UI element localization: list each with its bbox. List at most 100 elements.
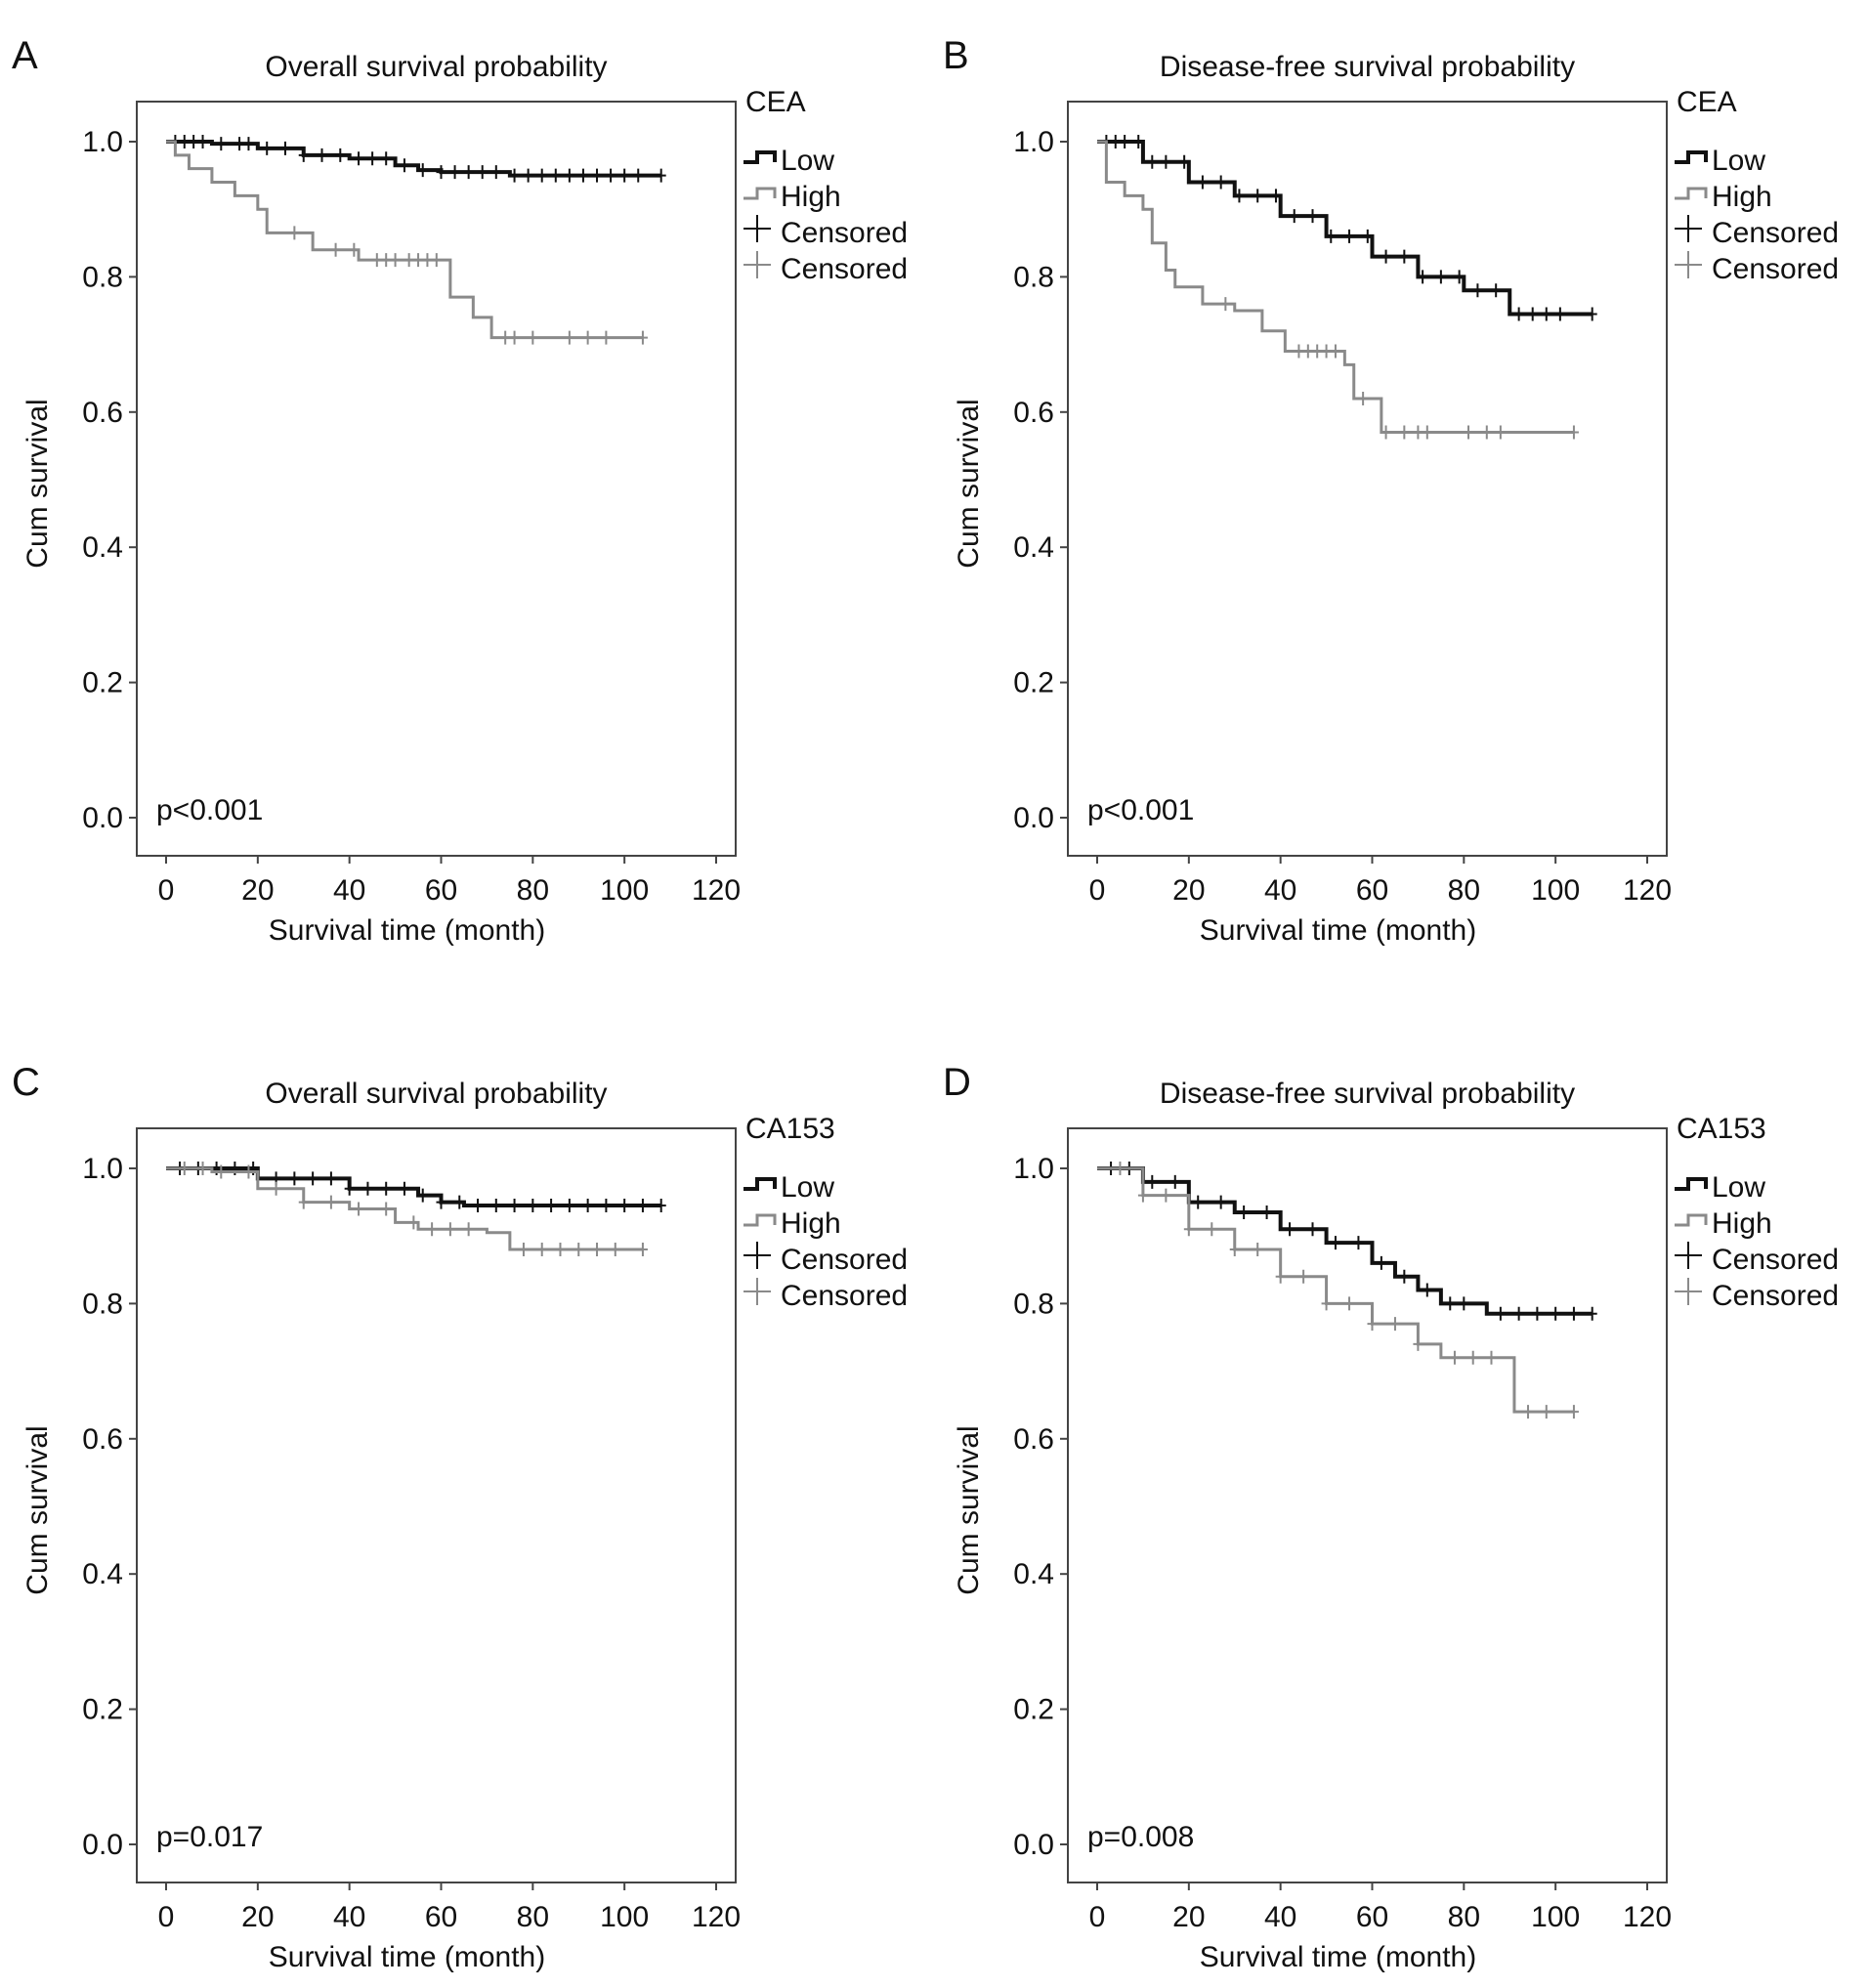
legend-step-icon — [743, 1177, 777, 1191]
x-tick-label: 0 — [1089, 1901, 1106, 1933]
y-axis-label: Cum survival — [21, 399, 54, 568]
legend-step-icon — [1675, 1213, 1708, 1227]
censor-mark-high — [1481, 425, 1492, 440]
y-tick-label: 1.0 — [82, 1153, 123, 1185]
censor-mark-low — [546, 1199, 557, 1213]
censor-mark-low — [1376, 1255, 1386, 1270]
censor-mark-low — [298, 148, 309, 162]
censor-mark-high — [179, 1162, 190, 1175]
x-tick-label: 80 — [1448, 1901, 1480, 1933]
x-tick-label: 60 — [425, 1901, 457, 1933]
x-tick-label: 80 — [517, 1901, 549, 1933]
legend-label-low: Low — [1712, 145, 1765, 177]
legend-label-high: High — [1712, 1207, 1772, 1240]
legend-step-icon — [1675, 1177, 1708, 1191]
censor-mark-low — [509, 1199, 520, 1213]
legend-step-icon — [743, 150, 777, 164]
censor-mark-low — [1330, 1236, 1340, 1250]
censor-mark-low — [1550, 1306, 1561, 1321]
legend-label-low: Low — [781, 1171, 834, 1204]
censor-mark-high — [404, 253, 414, 268]
censor-mark-low — [1422, 1283, 1432, 1297]
censor-mark-high — [289, 226, 300, 240]
censor-mark-low — [354, 151, 364, 166]
censor-mark-low — [417, 1188, 428, 1203]
censor-mark-high — [427, 1222, 438, 1237]
censor-mark-high — [637, 1243, 648, 1257]
censor-mark-low — [1147, 154, 1158, 169]
panel-c: C Overall survival probability 0.0 0.2 0.4 0.… — [12, 1061, 908, 1973]
censor-mark-high — [1568, 425, 1579, 440]
p-value: p=0.017 — [156, 1821, 263, 1853]
censor-mark-high — [1298, 1269, 1309, 1284]
y-tick-label: 0.2 — [82, 667, 123, 699]
censor-mark-high — [1422, 425, 1432, 440]
censor-mark-low — [1491, 283, 1502, 298]
censor-mark-high — [1183, 1222, 1194, 1237]
censor-mark-low — [1261, 1205, 1272, 1219]
y-tick-label: 0.4 — [1013, 1558, 1054, 1590]
censor-mark-low — [216, 137, 227, 151]
censor-mark-low — [1215, 175, 1226, 190]
censor-mark-high — [1344, 1296, 1355, 1311]
censor-mark-high — [1495, 425, 1506, 440]
censor-mark-low — [279, 141, 290, 155]
censor-mark-low — [1193, 1195, 1204, 1209]
y-tick-label: 0.6 — [82, 397, 123, 429]
x-tick-label: 20 — [241, 874, 274, 907]
censor-mark-low — [1270, 189, 1281, 203]
censor-mark-high — [1464, 425, 1474, 440]
censor-mark-low — [1307, 1222, 1318, 1237]
x-tick-label: 60 — [1356, 1901, 1388, 1933]
y-tick-label: 0.4 — [82, 1558, 123, 1590]
censor-mark-low — [1435, 270, 1446, 284]
censor-mark-low — [523, 168, 533, 183]
x-tick-label: 0 — [158, 874, 175, 907]
censor-mark-low — [656, 168, 666, 183]
plot-frame — [1067, 1127, 1668, 1883]
y-tick-label: 0.0 — [82, 802, 123, 834]
censor-mark-low — [490, 1199, 501, 1213]
x-tick-label: 20 — [1172, 1901, 1205, 1933]
plot-frame — [136, 1127, 737, 1883]
panel-d: D Disease-free survival probability 0.0 0.2… — [943, 1061, 1839, 1973]
y-tick-label: 0.0 — [82, 1829, 123, 1861]
censor-mark-high — [298, 1195, 309, 1209]
chart-title: Overall survival probability — [265, 1078, 607, 1110]
legend-title: CA153 — [745, 1113, 835, 1145]
legend-label-censored: Censored — [781, 1280, 908, 1312]
censor-mark-high — [1115, 1162, 1126, 1175]
curve-low — [1097, 140, 1593, 317]
censor-mark-high — [1486, 1350, 1497, 1365]
legend-step-icon — [1675, 187, 1708, 200]
censor-mark-low — [1454, 270, 1465, 284]
censor-mark-low — [1239, 1205, 1250, 1219]
censor-mark-low — [1495, 1306, 1506, 1321]
legend-censor-icon — [1675, 1242, 1702, 1269]
censor-mark-low — [1527, 307, 1538, 321]
x-tick-label: 100 — [1531, 1901, 1580, 1933]
x-tick-label: 20 — [241, 1901, 274, 1933]
censor-mark-high — [1467, 1350, 1478, 1365]
censor-mark-low — [1554, 307, 1565, 321]
censor-mark-low — [550, 168, 561, 183]
y-tick-label: 1.0 — [1013, 1153, 1054, 1185]
censor-mark-low — [1253, 189, 1263, 203]
legend-censor-icon — [1675, 1278, 1702, 1305]
censor-mark-high — [1275, 1269, 1286, 1284]
legend-step-icon — [743, 1213, 777, 1227]
legend-censor-icon — [743, 1278, 771, 1305]
censor-mark-low — [399, 158, 409, 173]
x-axis-label: Survival time (month) — [269, 914, 545, 947]
censor-mark-low — [1587, 1306, 1597, 1321]
x-tick-label: 40 — [333, 874, 365, 907]
plot-frame — [1067, 101, 1668, 857]
censor-mark-high — [1381, 425, 1391, 440]
censor-mark-high — [564, 330, 574, 345]
x-tick-label: 80 — [517, 874, 549, 907]
censor-mark-low — [381, 1181, 392, 1196]
censor-mark-high — [325, 1195, 336, 1209]
censor-mark-high — [1413, 425, 1423, 440]
x-tick-label: 0 — [1089, 874, 1106, 907]
